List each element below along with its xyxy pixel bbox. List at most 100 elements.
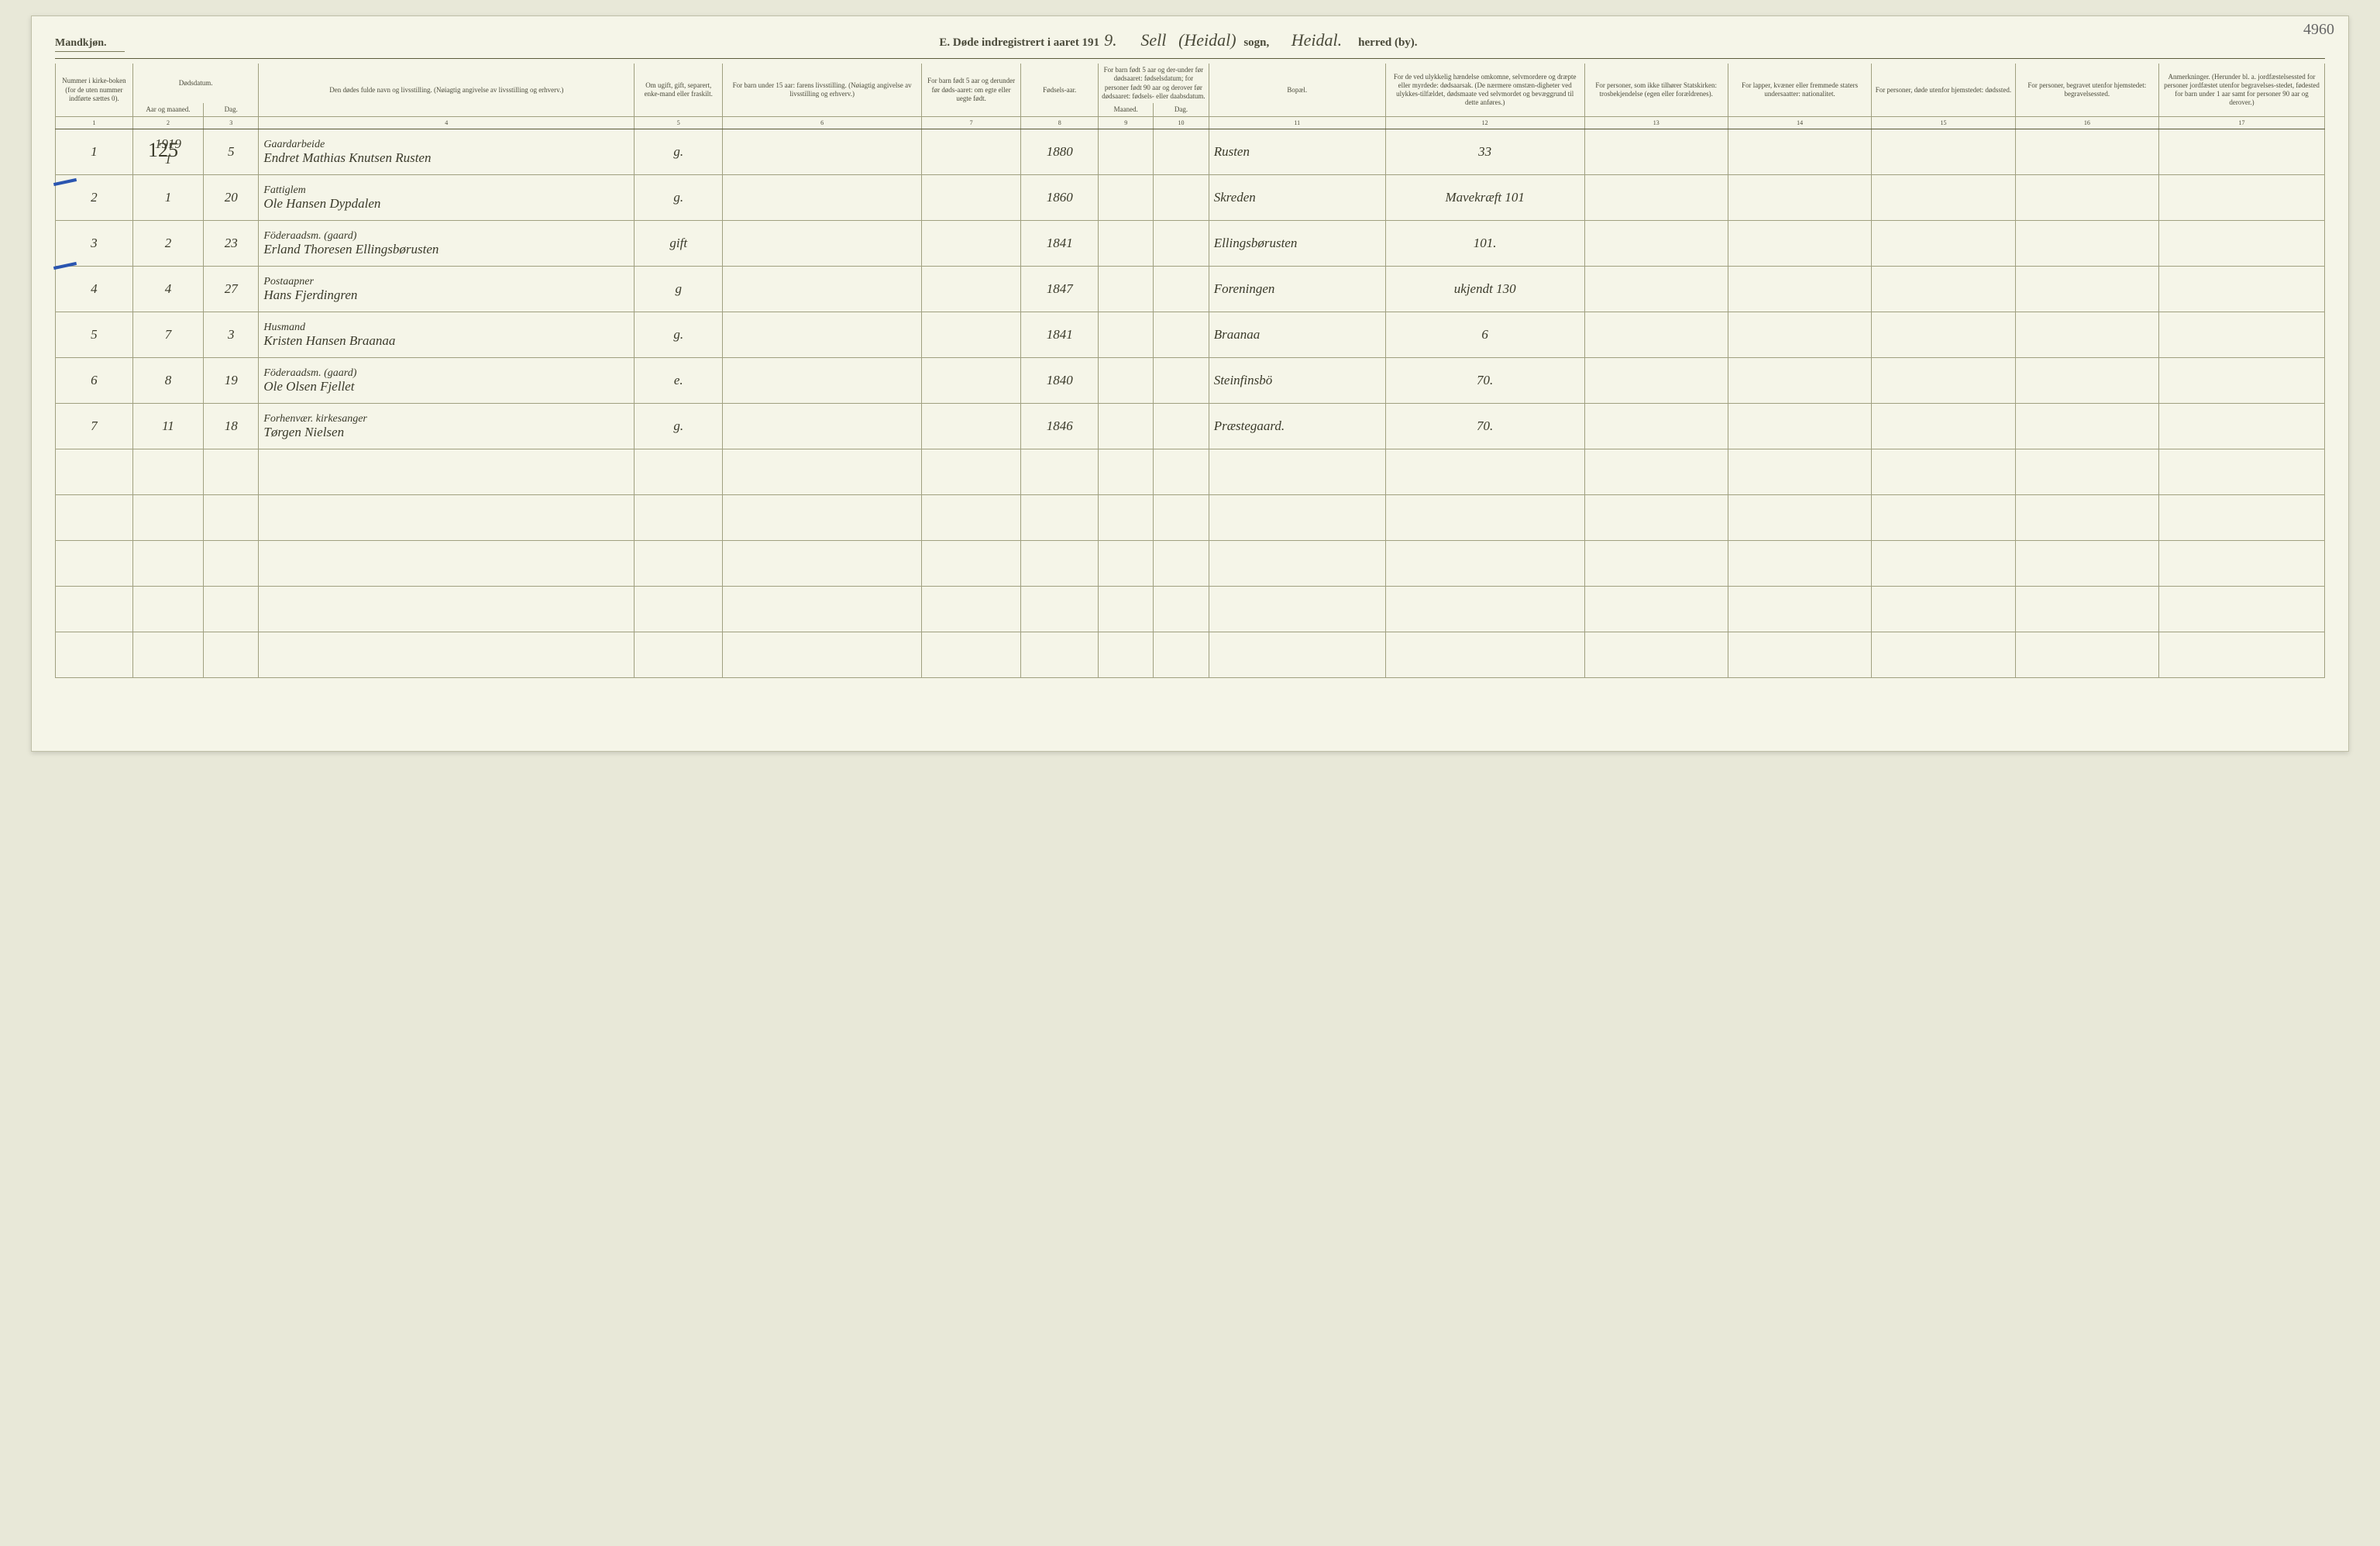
colnum: 2	[132, 117, 203, 129]
table-header: Nummer i kirke-boken (for de uten nummer…	[56, 64, 2325, 129]
cell: 7	[132, 312, 203, 358]
sogn-label: sogn,	[1243, 36, 1269, 49]
cell-empty	[723, 449, 922, 495]
cell-empty	[1872, 541, 2015, 587]
cell: 2	[132, 221, 203, 267]
cell-empty	[259, 449, 635, 495]
cell: 1860	[1021, 175, 1099, 221]
cell-empty	[921, 541, 1020, 587]
cell: GaardarbeideEndret Mathias Knutsen Ruste…	[259, 129, 635, 175]
table-row: 2120FattiglemOle Hansen Dypdaleng.1860Sk…	[56, 175, 2325, 221]
cell-empty	[1021, 541, 1099, 587]
cell	[723, 267, 922, 312]
cell-empty	[259, 541, 635, 587]
table-row: 3223Föderaadsm. (gaard)Erland Thoresen E…	[56, 221, 2325, 267]
cell-empty	[1385, 632, 1584, 678]
cell-empty	[635, 587, 723, 632]
cell-empty	[1099, 495, 1154, 541]
cell: Steinfinsbö	[1209, 358, 1385, 404]
col-9-hdr-bot: Maaned.	[1099, 103, 1154, 117]
cell-empty	[204, 632, 259, 678]
colnum: 9	[1099, 117, 1154, 129]
cell-empty	[2015, 449, 2158, 495]
cell-empty	[2159, 495, 2325, 541]
cell	[921, 358, 1020, 404]
cell	[723, 404, 922, 449]
cell-empty	[1154, 541, 1209, 587]
cell-empty	[132, 541, 203, 587]
cell	[1154, 221, 1209, 267]
cell-empty	[1099, 587, 1154, 632]
cell	[2015, 221, 2158, 267]
column-number-row: 1 2 3 4 5 6 7 8 9 10 11 12 13 14 15 16 1…	[56, 117, 2325, 129]
cell	[1584, 267, 1728, 312]
cell	[1872, 312, 2015, 358]
cell-empty	[56, 632, 133, 678]
cell-empty	[1154, 449, 1209, 495]
cell	[1584, 404, 1728, 449]
cell-empty	[204, 495, 259, 541]
cell: 6	[56, 358, 133, 404]
colnum: 10	[1154, 117, 1209, 129]
table-row-empty	[56, 495, 2325, 541]
cell	[1099, 358, 1154, 404]
herred-label: herred (by).	[1358, 36, 1417, 49]
table-row-empty	[56, 541, 2325, 587]
cell-empty	[1584, 449, 1728, 495]
cell	[2159, 312, 2325, 358]
cell-empty	[2015, 632, 2158, 678]
top-rule	[55, 58, 2325, 59]
cell-empty	[1209, 449, 1385, 495]
cell	[1099, 175, 1154, 221]
cell: PostaapnerHans Fjerdingren	[259, 267, 635, 312]
cell	[723, 358, 922, 404]
cell	[1099, 129, 1154, 175]
cell	[1099, 312, 1154, 358]
cell: 101.	[1385, 221, 1584, 267]
col-2-hdr-top: Dødsdatum.	[132, 64, 259, 103]
cell-empty	[2159, 587, 2325, 632]
col-1-hdr: Nummer i kirke-boken (for de uten nummer…	[56, 64, 133, 117]
cell-empty	[1209, 632, 1385, 678]
table-row-empty	[56, 587, 2325, 632]
cell-empty	[132, 495, 203, 541]
cell-empty	[1021, 587, 1099, 632]
cell: 19	[204, 358, 259, 404]
cell-empty	[1209, 495, 1385, 541]
cell: 5	[56, 312, 133, 358]
cell-empty	[1154, 632, 1209, 678]
cell: Mavekræft 101	[1385, 175, 1584, 221]
cell	[1154, 312, 1209, 358]
year-hand: 9.	[1099, 30, 1122, 50]
cell: 4	[56, 267, 133, 312]
cell-empty	[723, 587, 922, 632]
parish-hand-2: (Heidal)	[1174, 30, 1241, 50]
cell	[2159, 358, 2325, 404]
cell	[921, 312, 1020, 358]
cell: 70.	[1385, 358, 1584, 404]
cell	[1154, 358, 1209, 404]
cell: 23	[204, 221, 259, 267]
cell-empty	[204, 587, 259, 632]
cell: Braanaa	[1209, 312, 1385, 358]
cell: Föderaadsm. (gaard)Erland Thoresen Ellin…	[259, 221, 635, 267]
gender-label: Mandkjøn.	[55, 37, 125, 52]
col-2-hdr-bot: Aar og maaned.	[132, 103, 203, 117]
ledger-page: 4960 Mandkjøn. E. Døde indregistrert i a…	[31, 15, 2349, 752]
col-11-hdr: Bopæl.	[1209, 64, 1385, 117]
cell: HusmandKristen Hansen Braanaa	[259, 312, 635, 358]
table-row: 573HusmandKristen Hansen Braanaag.1841Br…	[56, 312, 2325, 358]
cell	[2159, 175, 2325, 221]
cell-empty	[1872, 495, 2015, 541]
col-7-hdr: For barn født 5 aar og derunder før døds…	[921, 64, 1020, 117]
cell-empty	[2015, 495, 2158, 541]
cell: Rusten	[1209, 129, 1385, 175]
cell-empty	[723, 495, 922, 541]
cell-empty	[204, 541, 259, 587]
cell	[1728, 404, 1871, 449]
cell-empty	[2015, 541, 2158, 587]
parish-hand-1: Sell	[1136, 30, 1171, 50]
cell: g	[635, 267, 723, 312]
cell: Föderaadsm. (gaard)Ole Olsen Fjellet	[259, 358, 635, 404]
cell-empty	[1154, 495, 1209, 541]
